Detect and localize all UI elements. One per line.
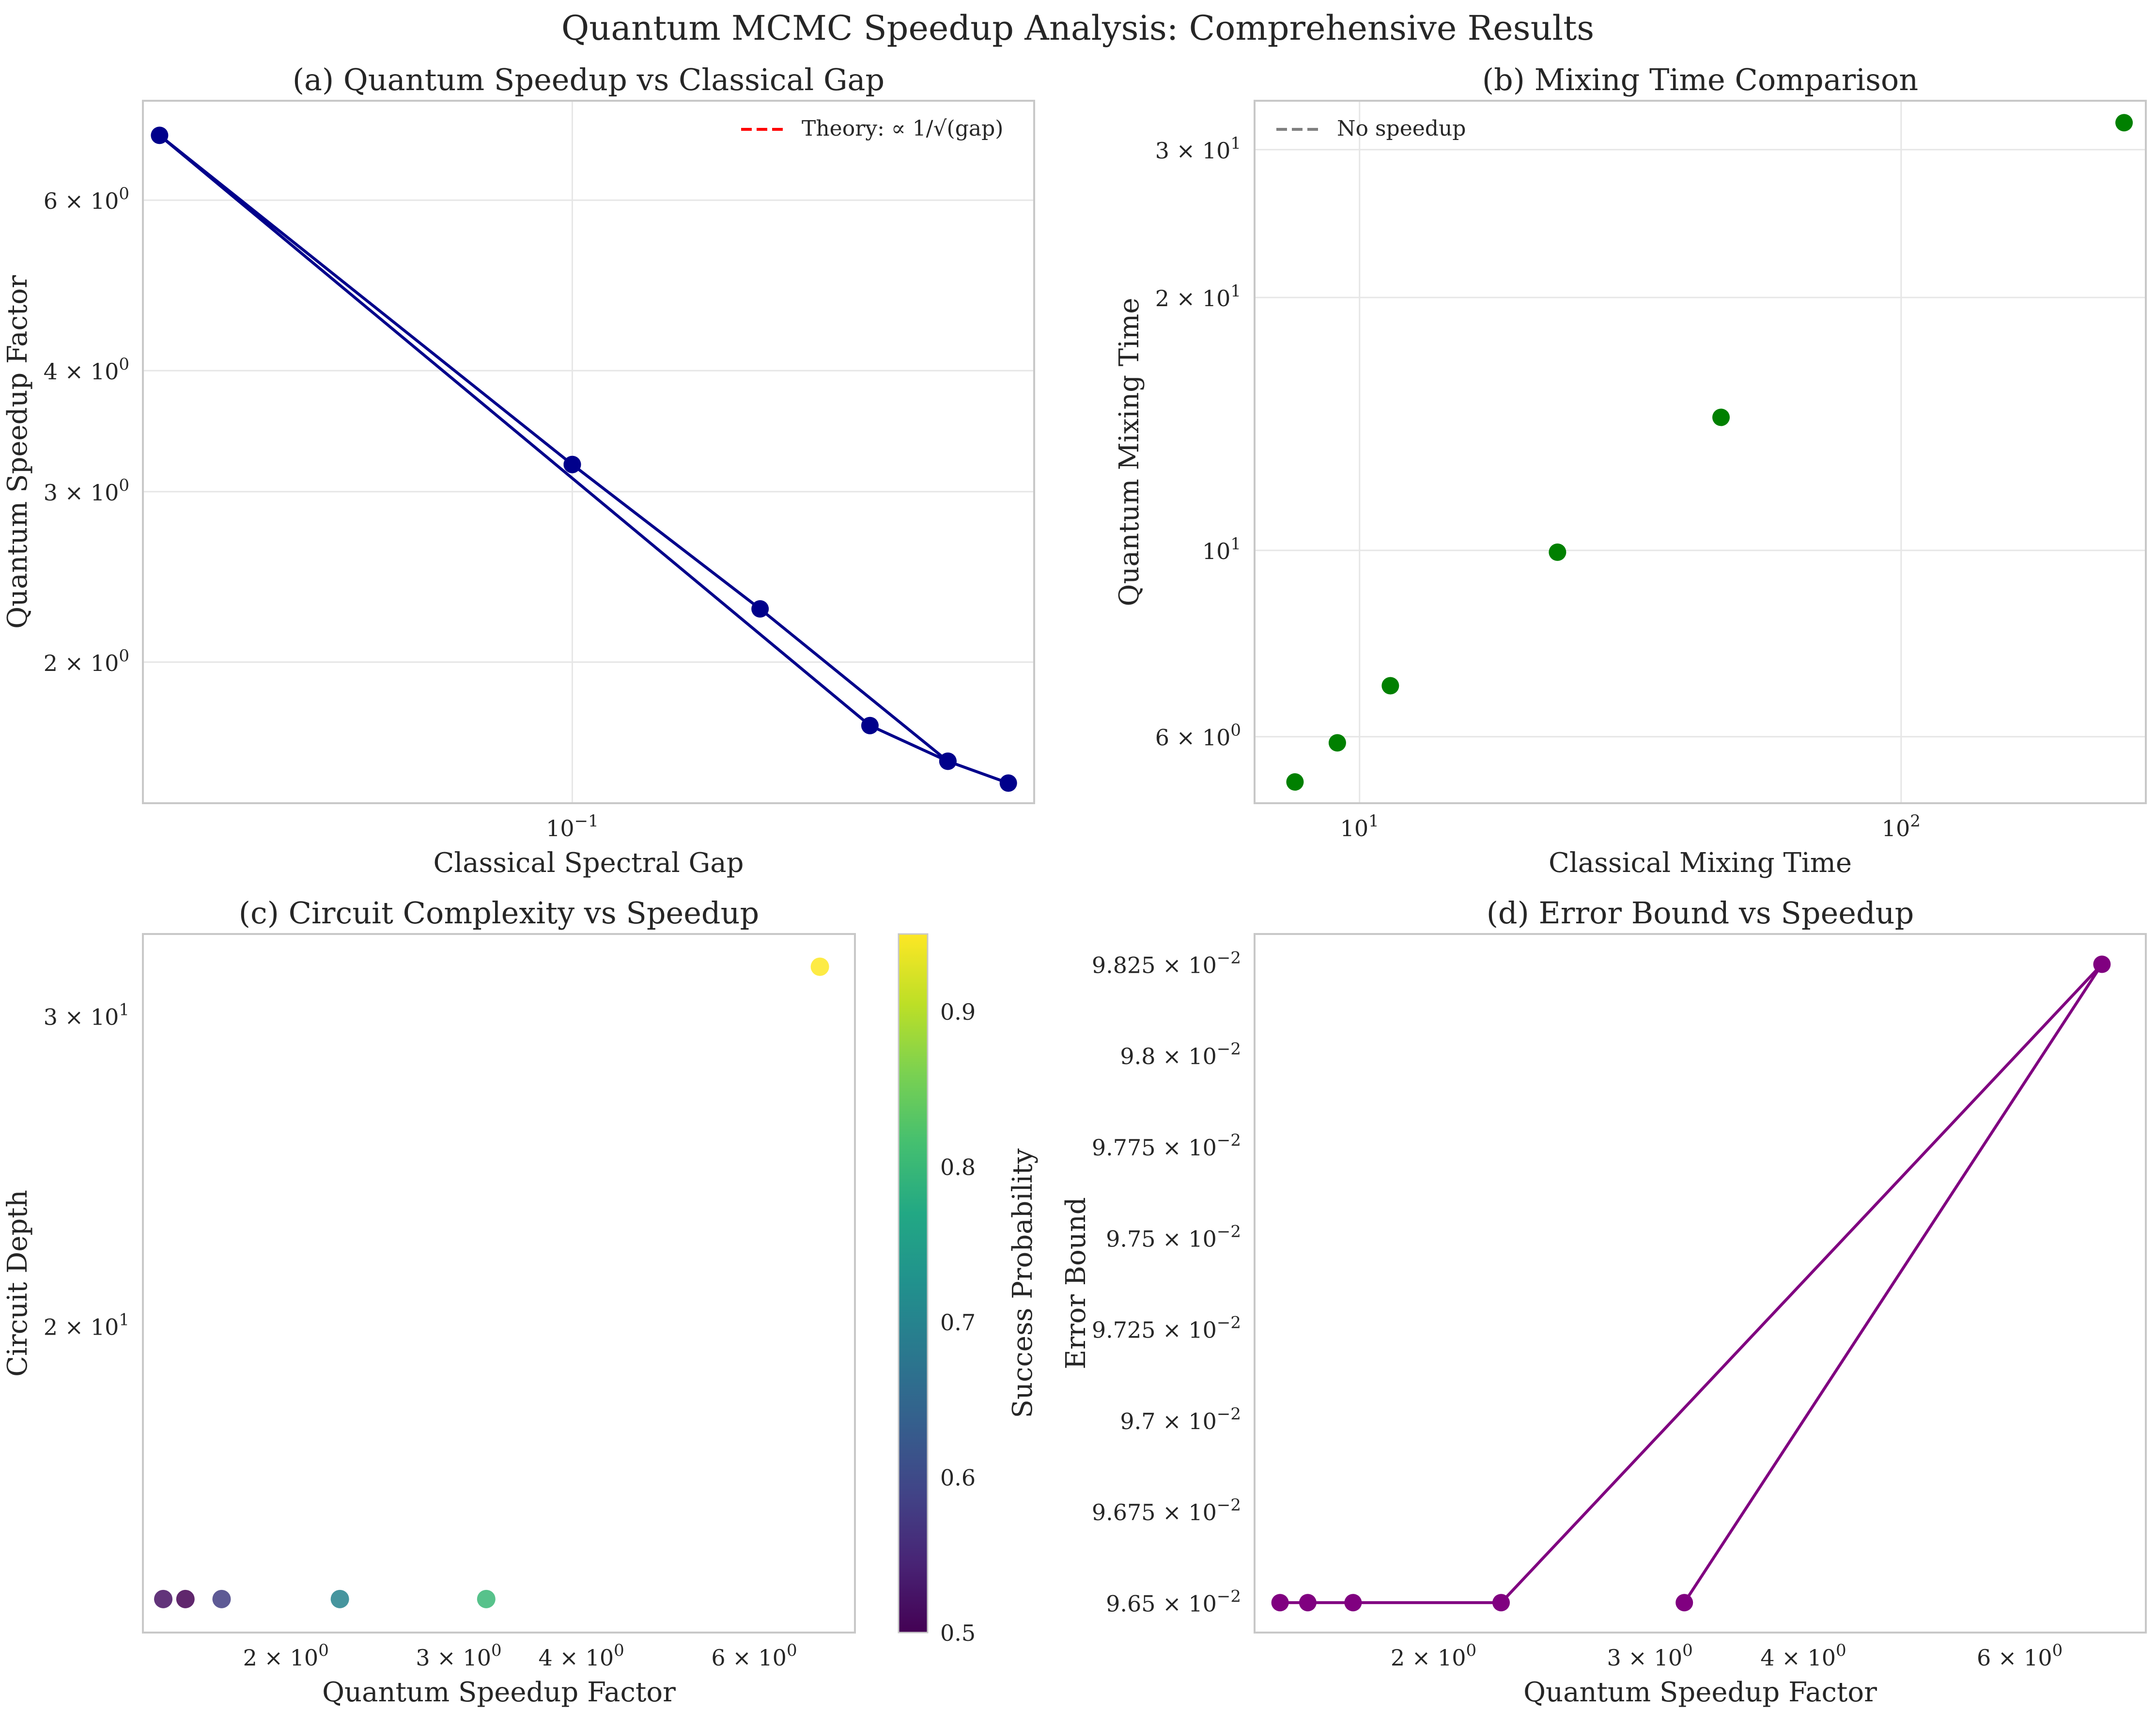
y-tick-label: 4 × 100 xyxy=(44,355,129,385)
data-point xyxy=(212,1589,231,1608)
y-tick-label: 9.65 × 10−2 xyxy=(1106,1587,1241,1617)
panel-d: 2 × 100 3 × 100 4 × 100 6 × 100 9.65 × 10−2 9… xyxy=(1060,895,2147,1708)
x-axis-label: Classical Mixing Time xyxy=(1549,847,1852,879)
x-tick-label: 4 × 100 xyxy=(1760,1641,1846,1671)
y-tick-label: 2 × 100 xyxy=(44,646,129,676)
x-tick-label: 6 × 100 xyxy=(711,1641,797,1671)
y-tick-label: 9.775 × 10−2 xyxy=(1092,1131,1241,1161)
x-tick-label: 6 × 100 xyxy=(1977,1641,2063,1671)
colorbar-tick-label: 0.8 xyxy=(940,1154,976,1181)
y-tick-label: 2 × 101 xyxy=(44,1310,129,1340)
data-point xyxy=(1286,773,1304,791)
data-point xyxy=(563,455,581,473)
data-point xyxy=(810,957,829,976)
plot-area-frame xyxy=(142,933,856,1634)
data-point xyxy=(477,1589,496,1608)
y-tick-label: 9.8 × 10−2 xyxy=(1120,1040,1241,1070)
panel-title: (a) Quantum Speedup vs Classical Gap xyxy=(293,62,884,97)
x-tick-label: 102 xyxy=(1882,811,1921,841)
data-point xyxy=(2093,955,2111,973)
panel-title: (c) Circuit Complexity vs Speedup xyxy=(239,895,759,931)
plot-area-frame xyxy=(1254,933,2147,1634)
x-tick-label: 3 × 100 xyxy=(416,1641,501,1671)
data-point xyxy=(1712,408,1730,426)
data-point xyxy=(1549,543,1567,561)
x-tick-label: 10−1 xyxy=(546,811,599,841)
figure-title: Quantum MCMC Speedup Analysis: Comprehen… xyxy=(561,8,1594,48)
x-tick-label: 4 × 100 xyxy=(539,1641,624,1671)
data-point xyxy=(999,774,1017,792)
y-tick-label: 2 × 101 xyxy=(1155,281,1241,311)
panel-a: 10−1 2 × 100 3 × 100 4 × 100 6 × 100 (a) Quan… xyxy=(2,62,1035,879)
plot-area-frame xyxy=(142,100,1035,804)
legend-label: No speedup xyxy=(1337,116,1466,141)
x-axis-label: Quantum Speedup Factor xyxy=(1523,1677,1877,1708)
colorbar-tick-label: 0.6 xyxy=(940,1465,976,1491)
y-tick-label: 9.7 × 10−2 xyxy=(1120,1404,1241,1434)
data-point xyxy=(1328,734,1346,752)
x-tick-label: 2 × 100 xyxy=(1391,1641,1476,1671)
y-axis-label: Quantum Speedup Factor xyxy=(2,275,33,629)
colorbar-label: Success Probability xyxy=(1007,1148,1039,1418)
data-point xyxy=(751,600,769,618)
colorbar-tick-label: 0.5 xyxy=(940,1620,976,1646)
plot-area-frame xyxy=(1254,100,2147,804)
colorbar-tick-label: 0.7 xyxy=(940,1309,976,1336)
data-point xyxy=(1492,1594,1510,1612)
x-axis-label: Quantum Speedup Factor xyxy=(322,1677,676,1708)
panels: 10−1 2 × 100 3 × 100 4 × 100 6 × 100 (a) Quan… xyxy=(2,62,2147,1708)
data-point xyxy=(2115,114,2133,132)
series-line xyxy=(158,134,1010,785)
data-point xyxy=(1271,1594,1289,1612)
y-tick-label: 6 × 100 xyxy=(44,184,129,214)
x-tick-label: 101 xyxy=(1340,811,1379,841)
y-tick-label: 9.675 × 10−2 xyxy=(1092,1495,1241,1525)
x-tick-label: 2 × 100 xyxy=(243,1641,329,1671)
data-point xyxy=(1381,677,1399,695)
panel-c: 2 × 100 3 × 100 4 × 100 6 × 100 2 × 101 3 × 1… xyxy=(2,895,1039,1708)
y-axis-label: Circuit Depth xyxy=(2,1190,33,1377)
data-point xyxy=(1675,1594,1693,1612)
data-point xyxy=(1344,1594,1362,1612)
y-tick-label: 9.725 × 10−2 xyxy=(1092,1313,1241,1343)
y-tick-label: 3 × 101 xyxy=(1155,134,1241,164)
data-point xyxy=(861,716,879,734)
data-point xyxy=(330,1589,349,1608)
data-point xyxy=(176,1589,195,1608)
panel-b: 101 102 6 × 100 101 2 × 101 3 × 101 (b) Mixing… xyxy=(1114,62,2147,879)
y-tick-label: 3 × 101 xyxy=(44,1000,129,1030)
panel-title: (d) Error Bound vs Speedup xyxy=(1487,895,1914,931)
colorbar-tick-label: 0.9 xyxy=(940,999,976,1025)
y-tick-label: 9.75 × 10−2 xyxy=(1106,1222,1241,1252)
data-point xyxy=(939,752,957,770)
y-tick-label: 101 xyxy=(1202,534,1241,564)
y-tick-label: 9.825 × 10−2 xyxy=(1092,948,1241,978)
y-tick-label: 6 × 100 xyxy=(1155,721,1241,751)
data-point xyxy=(154,1589,173,1608)
panel-title: (b) Mixing Time Comparison xyxy=(1482,62,1918,97)
y-tick-label: 3 × 100 xyxy=(44,476,129,506)
y-axis-label: Quantum Mixing Time xyxy=(1114,298,1145,607)
legend-label: Theory: ∝ 1/√(gap) xyxy=(802,116,1003,141)
data-point xyxy=(151,126,169,144)
x-axis-label: Classical Spectral Gap xyxy=(433,847,744,879)
y-axis-label: Error Bound xyxy=(1060,1197,1092,1370)
x-tick-label: 3 × 100 xyxy=(1607,1641,1693,1671)
data-point xyxy=(1299,1594,1317,1612)
colorbar xyxy=(898,933,929,1634)
